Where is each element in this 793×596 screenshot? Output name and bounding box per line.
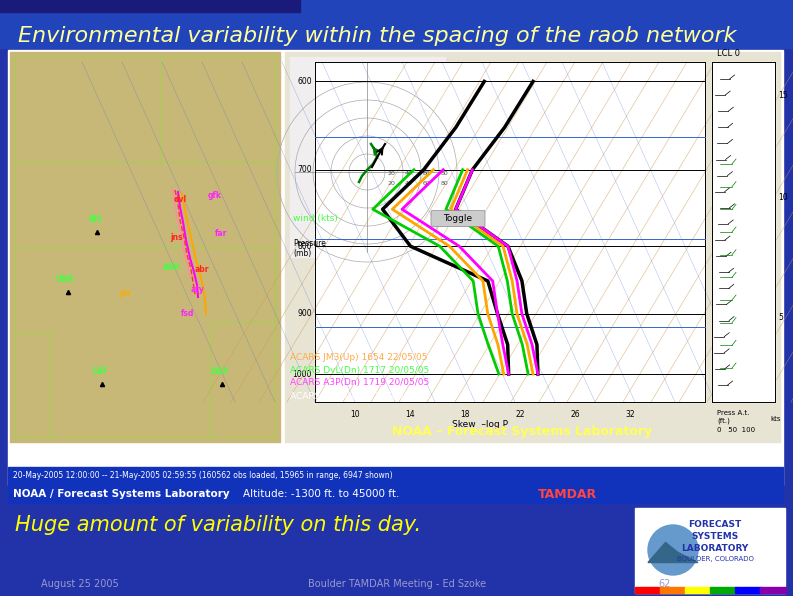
Text: 10: 10 bbox=[351, 410, 360, 419]
Text: 14: 14 bbox=[405, 410, 415, 419]
Text: Pressure
(mb): Pressure (mb) bbox=[293, 239, 326, 258]
Text: SYSTEMS: SYSTEMS bbox=[691, 532, 738, 541]
Text: (ft.): (ft.) bbox=[717, 418, 730, 424]
Text: FORECAST: FORECAST bbox=[688, 520, 741, 529]
Text: NOAA – Forecast Systems Laboratory: NOAA – Forecast Systems Laboratory bbox=[392, 426, 652, 439]
Text: Skew  –log P: Skew –log P bbox=[452, 420, 508, 429]
Bar bbox=[735, 587, 761, 593]
Text: 60: 60 bbox=[423, 171, 431, 176]
Text: 80: 80 bbox=[441, 181, 449, 186]
Text: 15: 15 bbox=[778, 92, 787, 101]
Text: gfk: gfk bbox=[208, 191, 222, 200]
Text: 900: 900 bbox=[297, 309, 312, 318]
Bar bbox=[285, 52, 780, 442]
Text: 0   50  100: 0 50 100 bbox=[717, 427, 755, 433]
Text: TAMDAR: TAMDAR bbox=[538, 488, 597, 501]
Text: 22: 22 bbox=[515, 410, 525, 419]
Bar bbox=[0, 0, 300, 12]
Bar bbox=[290, 57, 445, 257]
Text: UNR: UNR bbox=[56, 275, 75, 284]
Bar bbox=[8, 467, 783, 485]
Bar bbox=[685, 587, 711, 593]
Bar bbox=[660, 587, 686, 593]
Text: 18: 18 bbox=[460, 410, 469, 419]
Text: BOULDER, COLORADO: BOULDER, COLORADO bbox=[676, 556, 753, 562]
Text: 10: 10 bbox=[778, 194, 787, 203]
Text: ACARS DvL(Dn) 1717 20/05/05: ACARS DvL(Dn) 1717 20/05/05 bbox=[290, 365, 429, 374]
Polygon shape bbox=[648, 542, 698, 563]
Text: BIS: BIS bbox=[88, 216, 102, 225]
Text: jns: jns bbox=[170, 232, 183, 241]
Text: Press A.t.: Press A.t. bbox=[717, 410, 749, 416]
Text: far: far bbox=[215, 229, 227, 238]
Text: pir: pir bbox=[119, 290, 131, 299]
Text: ACARS A3P(Dn) 1719 20/05/05: ACARS A3P(Dn) 1719 20/05/05 bbox=[290, 378, 429, 387]
Text: ACARS JM3(Up) 1654 22/05/05: ACARS JM3(Up) 1654 22/05/05 bbox=[290, 352, 427, 362]
Text: LBF: LBF bbox=[92, 368, 108, 377]
Bar bbox=[635, 587, 661, 593]
Bar bbox=[10, 52, 280, 442]
Bar bbox=[315, 62, 705, 402]
Text: OAX: OAX bbox=[211, 368, 229, 377]
Text: Environmental variability within the spacing of the raob network: Environmental variability within the spa… bbox=[18, 26, 737, 46]
Text: 600: 600 bbox=[297, 77, 312, 86]
Bar bbox=[712, 62, 775, 402]
Text: ACARS GFK(Dn) 1725 20/05/05: ACARS GFK(Dn) 1725 20/05/05 bbox=[290, 392, 430, 401]
Text: Toggle: Toggle bbox=[443, 214, 473, 223]
Text: 40: 40 bbox=[405, 171, 413, 176]
Text: 40: 40 bbox=[405, 181, 413, 186]
Text: LABORATORY: LABORATORY bbox=[681, 544, 749, 553]
Bar bbox=[8, 50, 783, 485]
Text: Altitude: -1300 ft. to 45000 ft.: Altitude: -1300 ft. to 45000 ft. bbox=[243, 489, 400, 499]
Text: 700: 700 bbox=[297, 165, 312, 174]
Text: fsd: fsd bbox=[182, 309, 195, 318]
Text: abr: abr bbox=[195, 265, 209, 275]
Text: 20: 20 bbox=[387, 181, 395, 186]
Bar bbox=[710, 587, 736, 593]
Text: wind (kts): wind (kts) bbox=[293, 214, 338, 223]
Text: 5: 5 bbox=[778, 312, 783, 321]
Text: 1000: 1000 bbox=[293, 370, 312, 378]
Bar bbox=[8, 485, 783, 503]
Text: 80: 80 bbox=[441, 171, 449, 176]
Text: 32: 32 bbox=[625, 410, 635, 419]
Bar bbox=[0, 0, 793, 48]
Text: 20: 20 bbox=[387, 171, 395, 176]
Bar bbox=[635, 508, 785, 593]
Bar bbox=[760, 587, 786, 593]
Text: kts: kts bbox=[770, 416, 780, 422]
Text: 26: 26 bbox=[570, 410, 580, 419]
Circle shape bbox=[648, 525, 698, 575]
Text: Huge amount of variability on this day.: Huge amount of variability on this day. bbox=[15, 515, 421, 535]
Text: dvl: dvl bbox=[174, 195, 186, 204]
Text: aty: aty bbox=[191, 285, 205, 294]
Text: 20-May-2005 12:00:00 -- 21-May-2005 02:59:55 (160562 obs loaded, 15965 in range,: 20-May-2005 12:00:00 -- 21-May-2005 02:5… bbox=[13, 471, 393, 480]
Text: ABR: ABR bbox=[163, 262, 181, 272]
Text: August 25 2005: August 25 2005 bbox=[41, 579, 119, 589]
Text: 60: 60 bbox=[423, 181, 431, 186]
Text: NOAA / Forecast Systems Laboratory: NOAA / Forecast Systems Laboratory bbox=[13, 489, 230, 499]
Bar bbox=[0, 503, 793, 596]
Text: LCL 0: LCL 0 bbox=[717, 49, 740, 58]
FancyBboxPatch shape bbox=[431, 210, 485, 226]
Text: Boulder TAMDAR Meeting - Ed Szoke: Boulder TAMDAR Meeting - Ed Szoke bbox=[308, 579, 486, 589]
Text: 62: 62 bbox=[659, 579, 671, 589]
Text: 800: 800 bbox=[297, 242, 312, 251]
